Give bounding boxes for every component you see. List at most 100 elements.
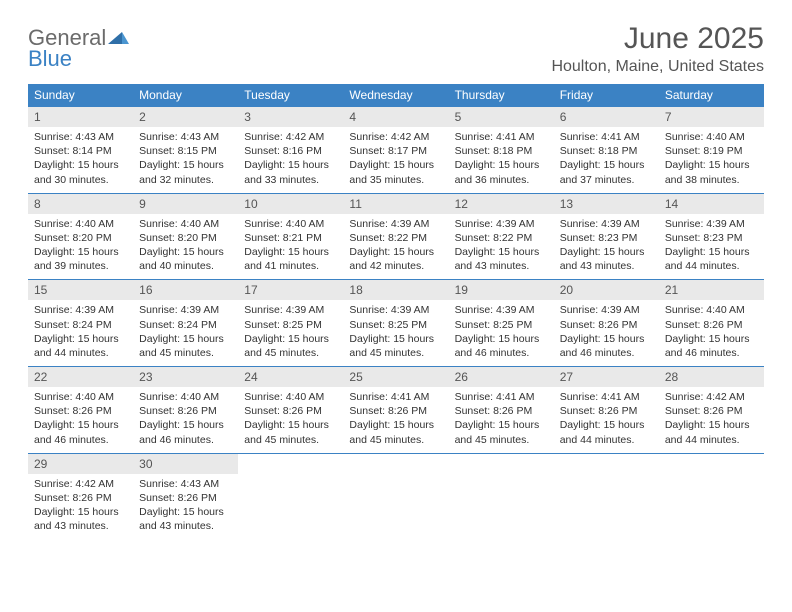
- calendar-day: 3Sunrise: 4:42 AMSunset: 8:16 PMDaylight…: [238, 107, 343, 193]
- calendar-day: 14Sunrise: 4:39 AMSunset: 8:23 PMDayligh…: [659, 194, 764, 280]
- sunset-line: Sunset: 8:21 PM: [244, 231, 337, 245]
- day-number: 25: [343, 367, 448, 387]
- day-number: 9: [133, 194, 238, 214]
- day-number: 12: [449, 194, 554, 214]
- calendar-body: 1Sunrise: 4:43 AMSunset: 8:14 PMDaylight…: [28, 107, 764, 539]
- day-details: Sunrise: 4:43 AMSunset: 8:15 PMDaylight:…: [133, 127, 238, 193]
- sunrise-line: Sunrise: 4:42 AM: [244, 130, 337, 144]
- page-title: June 2025: [551, 22, 764, 56]
- daylight-line: Daylight: 15 hours and 44 minutes.: [665, 418, 758, 446]
- daylight-line: Daylight: 15 hours and 36 minutes.: [455, 158, 548, 186]
- sunset-line: Sunset: 8:25 PM: [455, 318, 548, 332]
- sunset-line: Sunset: 8:16 PM: [244, 144, 337, 158]
- sunrise-line: Sunrise: 4:39 AM: [349, 217, 442, 231]
- sunset-line: Sunset: 8:22 PM: [455, 231, 548, 245]
- day-number: 11: [343, 194, 448, 214]
- day-details: Sunrise: 4:41 AMSunset: 8:18 PMDaylight:…: [449, 127, 554, 193]
- daylight-line: Daylight: 15 hours and 35 minutes.: [349, 158, 442, 186]
- weekday-header: Tuesday: [238, 84, 343, 107]
- calendar-day: 7Sunrise: 4:40 AMSunset: 8:19 PMDaylight…: [659, 107, 764, 193]
- weekday-header: Sunday: [28, 84, 133, 107]
- daylight-line: Daylight: 15 hours and 46 minutes.: [665, 332, 758, 360]
- day-number: 18: [343, 280, 448, 300]
- day-details: Sunrise: 4:40 AMSunset: 8:20 PMDaylight:…: [133, 214, 238, 280]
- daylight-line: Daylight: 15 hours and 46 minutes.: [455, 332, 548, 360]
- sunrise-line: Sunrise: 4:42 AM: [665, 390, 758, 404]
- daylight-line: Daylight: 15 hours and 45 minutes.: [244, 418, 337, 446]
- day-number: 14: [659, 194, 764, 214]
- calendar-day: 27Sunrise: 4:41 AMSunset: 8:26 PMDayligh…: [554, 367, 659, 453]
- calendar-day: 11Sunrise: 4:39 AMSunset: 8:22 PMDayligh…: [343, 194, 448, 280]
- day-number: 17: [238, 280, 343, 300]
- day-number: 13: [554, 194, 659, 214]
- sunset-line: Sunset: 8:26 PM: [349, 404, 442, 418]
- sunset-line: Sunset: 8:26 PM: [455, 404, 548, 418]
- day-details: Sunrise: 4:40 AMSunset: 8:20 PMDaylight:…: [28, 214, 133, 280]
- day-details: Sunrise: 4:39 AMSunset: 8:23 PMDaylight:…: [554, 214, 659, 280]
- daylight-line: Daylight: 15 hours and 45 minutes.: [349, 332, 442, 360]
- sunset-line: Sunset: 8:24 PM: [34, 318, 127, 332]
- day-number: 27: [554, 367, 659, 387]
- daylight-line: Daylight: 15 hours and 38 minutes.: [665, 158, 758, 186]
- day-details: Sunrise: 4:41 AMSunset: 8:18 PMDaylight:…: [554, 127, 659, 193]
- sunrise-line: Sunrise: 4:43 AM: [139, 477, 232, 491]
- calendar: SundayMondayTuesdayWednesdayThursdayFrid…: [28, 84, 764, 539]
- daylight-line: Daylight: 15 hours and 39 minutes.: [34, 245, 127, 273]
- calendar-week: 15Sunrise: 4:39 AMSunset: 8:24 PMDayligh…: [28, 279, 764, 366]
- calendar-day: 26Sunrise: 4:41 AMSunset: 8:26 PMDayligh…: [449, 367, 554, 453]
- sunset-line: Sunset: 8:25 PM: [349, 318, 442, 332]
- calendar-week: 8Sunrise: 4:40 AMSunset: 8:20 PMDaylight…: [28, 193, 764, 280]
- day-number: 10: [238, 194, 343, 214]
- sunrise-line: Sunrise: 4:42 AM: [34, 477, 127, 491]
- calendar-day: 10Sunrise: 4:40 AMSunset: 8:21 PMDayligh…: [238, 194, 343, 280]
- sunrise-line: Sunrise: 4:39 AM: [665, 217, 758, 231]
- calendar-day: 5Sunrise: 4:41 AMSunset: 8:18 PMDaylight…: [449, 107, 554, 193]
- daylight-line: Daylight: 15 hours and 32 minutes.: [139, 158, 232, 186]
- day-number: 3: [238, 107, 343, 127]
- sunset-line: Sunset: 8:20 PM: [34, 231, 127, 245]
- day-details: Sunrise: 4:41 AMSunset: 8:26 PMDaylight:…: [449, 387, 554, 453]
- day-number: 15: [28, 280, 133, 300]
- calendar-day: 16Sunrise: 4:39 AMSunset: 8:24 PMDayligh…: [133, 280, 238, 366]
- day-details: Sunrise: 4:42 AMSunset: 8:17 PMDaylight:…: [343, 127, 448, 193]
- calendar-day: 19Sunrise: 4:39 AMSunset: 8:25 PMDayligh…: [449, 280, 554, 366]
- sunrise-line: Sunrise: 4:40 AM: [34, 390, 127, 404]
- calendar-day: 1Sunrise: 4:43 AMSunset: 8:14 PMDaylight…: [28, 107, 133, 193]
- day-details: Sunrise: 4:40 AMSunset: 8:26 PMDaylight:…: [133, 387, 238, 453]
- sunrise-line: Sunrise: 4:41 AM: [455, 390, 548, 404]
- day-number: 4: [343, 107, 448, 127]
- daylight-line: Daylight: 15 hours and 43 minutes.: [139, 505, 232, 533]
- sunrise-line: Sunrise: 4:39 AM: [244, 303, 337, 317]
- sunset-line: Sunset: 8:14 PM: [34, 144, 127, 158]
- logo-word-blue: Blue: [28, 46, 72, 71]
- daylight-line: Daylight: 15 hours and 33 minutes.: [244, 158, 337, 186]
- daylight-line: Daylight: 15 hours and 46 minutes.: [560, 332, 653, 360]
- calendar-day: 28Sunrise: 4:42 AMSunset: 8:26 PMDayligh…: [659, 367, 764, 453]
- sunset-line: Sunset: 8:20 PM: [139, 231, 232, 245]
- sunset-line: Sunset: 8:25 PM: [244, 318, 337, 332]
- daylight-line: Daylight: 15 hours and 46 minutes.: [139, 418, 232, 446]
- day-details: Sunrise: 4:39 AMSunset: 8:24 PMDaylight:…: [28, 300, 133, 366]
- day-details: Sunrise: 4:42 AMSunset: 8:16 PMDaylight:…: [238, 127, 343, 193]
- day-details: Sunrise: 4:40 AMSunset: 8:26 PMDaylight:…: [238, 387, 343, 453]
- sunset-line: Sunset: 8:26 PM: [244, 404, 337, 418]
- weekday-header: Saturday: [659, 84, 764, 107]
- sunset-line: Sunset: 8:18 PM: [455, 144, 548, 158]
- calendar-day: 25Sunrise: 4:41 AMSunset: 8:26 PMDayligh…: [343, 367, 448, 453]
- sunrise-line: Sunrise: 4:40 AM: [244, 217, 337, 231]
- logo-text: General Blue: [28, 28, 130, 69]
- sunset-line: Sunset: 8:26 PM: [560, 318, 653, 332]
- sunset-line: Sunset: 8:23 PM: [560, 231, 653, 245]
- daylight-line: Daylight: 15 hours and 44 minutes.: [34, 332, 127, 360]
- day-details: Sunrise: 4:39 AMSunset: 8:25 PMDaylight:…: [238, 300, 343, 366]
- sunset-line: Sunset: 8:26 PM: [139, 404, 232, 418]
- calendar-day: 13Sunrise: 4:39 AMSunset: 8:23 PMDayligh…: [554, 194, 659, 280]
- sunset-line: Sunset: 8:19 PM: [665, 144, 758, 158]
- daylight-line: Daylight: 15 hours and 45 minutes.: [244, 332, 337, 360]
- day-number: 7: [659, 107, 764, 127]
- sunset-line: Sunset: 8:26 PM: [139, 491, 232, 505]
- calendar-day: 30Sunrise: 4:43 AMSunset: 8:26 PMDayligh…: [133, 454, 238, 540]
- daylight-line: Daylight: 15 hours and 43 minutes.: [455, 245, 548, 273]
- day-details: Sunrise: 4:40 AMSunset: 8:21 PMDaylight:…: [238, 214, 343, 280]
- calendar-day: 8Sunrise: 4:40 AMSunset: 8:20 PMDaylight…: [28, 194, 133, 280]
